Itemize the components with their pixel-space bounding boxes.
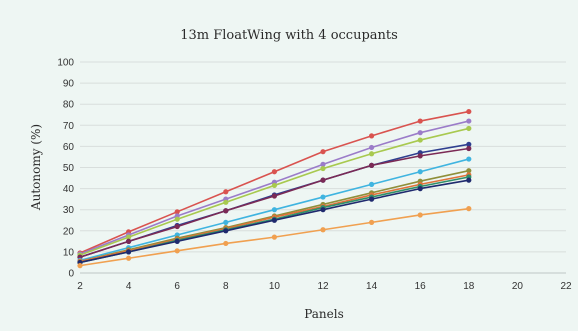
data-point [320,177,326,183]
data-point [271,182,277,189]
data-point [320,149,326,155]
data-point [174,216,180,222]
y-tick-label: 10 [63,247,75,258]
axes: 0 10 20 30 40 50 60 70 80 90 100 2 4 6 8 10 12 14 16 18 20 22 [57,58,572,293]
data-point [271,217,277,223]
data-point [417,212,423,218]
data-point [320,227,326,233]
data-point [417,118,423,124]
data-point [466,125,472,132]
data-point [466,156,472,162]
data-point [271,234,277,240]
data-point [320,161,326,167]
y-tick-label: 50 [63,163,75,174]
y-axis-title: Autonomy (%) [29,124,43,211]
data-point [369,181,375,187]
x-tick-label: 8 [223,281,229,292]
data-point [466,141,472,147]
y-tick-label: 70 [63,121,75,132]
data-point [417,169,423,175]
x-tick-label: 2 [77,281,83,292]
data-point [223,219,229,225]
data-point [320,194,326,200]
y-tick-label: 90 [63,79,75,90]
data-point [174,238,180,244]
data-point [369,133,375,139]
data-point [77,263,83,269]
data-point [466,168,472,174]
data-point [126,249,132,255]
data-points [77,108,472,269]
data-point [466,145,472,152]
data-point [174,209,180,215]
x-tick-label: 6 [174,281,180,292]
data-point [126,255,132,261]
data-point [466,177,472,183]
y-tick-label: 100 [57,58,74,69]
x-tick-label: 16 [415,281,427,292]
chart-title: 13m FloatWing with 4 occupants [180,28,398,43]
data-point [466,118,472,124]
x-tick-label: 22 [560,281,572,292]
y-tick-label: 20 [63,226,75,237]
x-tick-label: 18 [463,281,475,292]
y-tick-label: 80 [63,100,75,111]
y-tick-label: 40 [63,184,75,195]
data-point [417,137,423,143]
data-point [466,206,472,212]
data-point [271,169,277,175]
series-line-4 [79,143,469,258]
data-point [271,193,277,199]
data-point [369,162,375,168]
data-point [369,151,375,157]
x-tick-label: 12 [317,281,329,292]
data-point [174,248,180,254]
y-tick-label: 30 [63,205,75,216]
data-point [126,234,132,240]
series-line-5 [79,147,469,258]
data-point [369,219,375,225]
x-tick-label: 14 [366,281,378,292]
data-point [126,238,132,244]
x-tick-label: 10 [269,281,281,292]
x-tick-label: 20 [512,281,524,292]
data-point [417,186,423,192]
data-point [466,108,472,115]
data-point [417,130,423,136]
data-point [417,153,423,159]
data-point [369,196,375,202]
data-point [271,207,277,213]
data-point [320,165,326,172]
data-point [223,208,229,214]
x-tick-label: 4 [126,281,132,292]
data-point [320,207,326,213]
x-axis-title: Panels [304,307,344,321]
data-point [223,240,229,247]
data-point [223,189,229,195]
data-point [174,223,180,230]
y-tick-label: 60 [63,142,75,153]
data-point [223,199,229,205]
y-tick-label: 0 [68,269,74,280]
data-point [223,228,229,234]
data-point [369,144,375,151]
